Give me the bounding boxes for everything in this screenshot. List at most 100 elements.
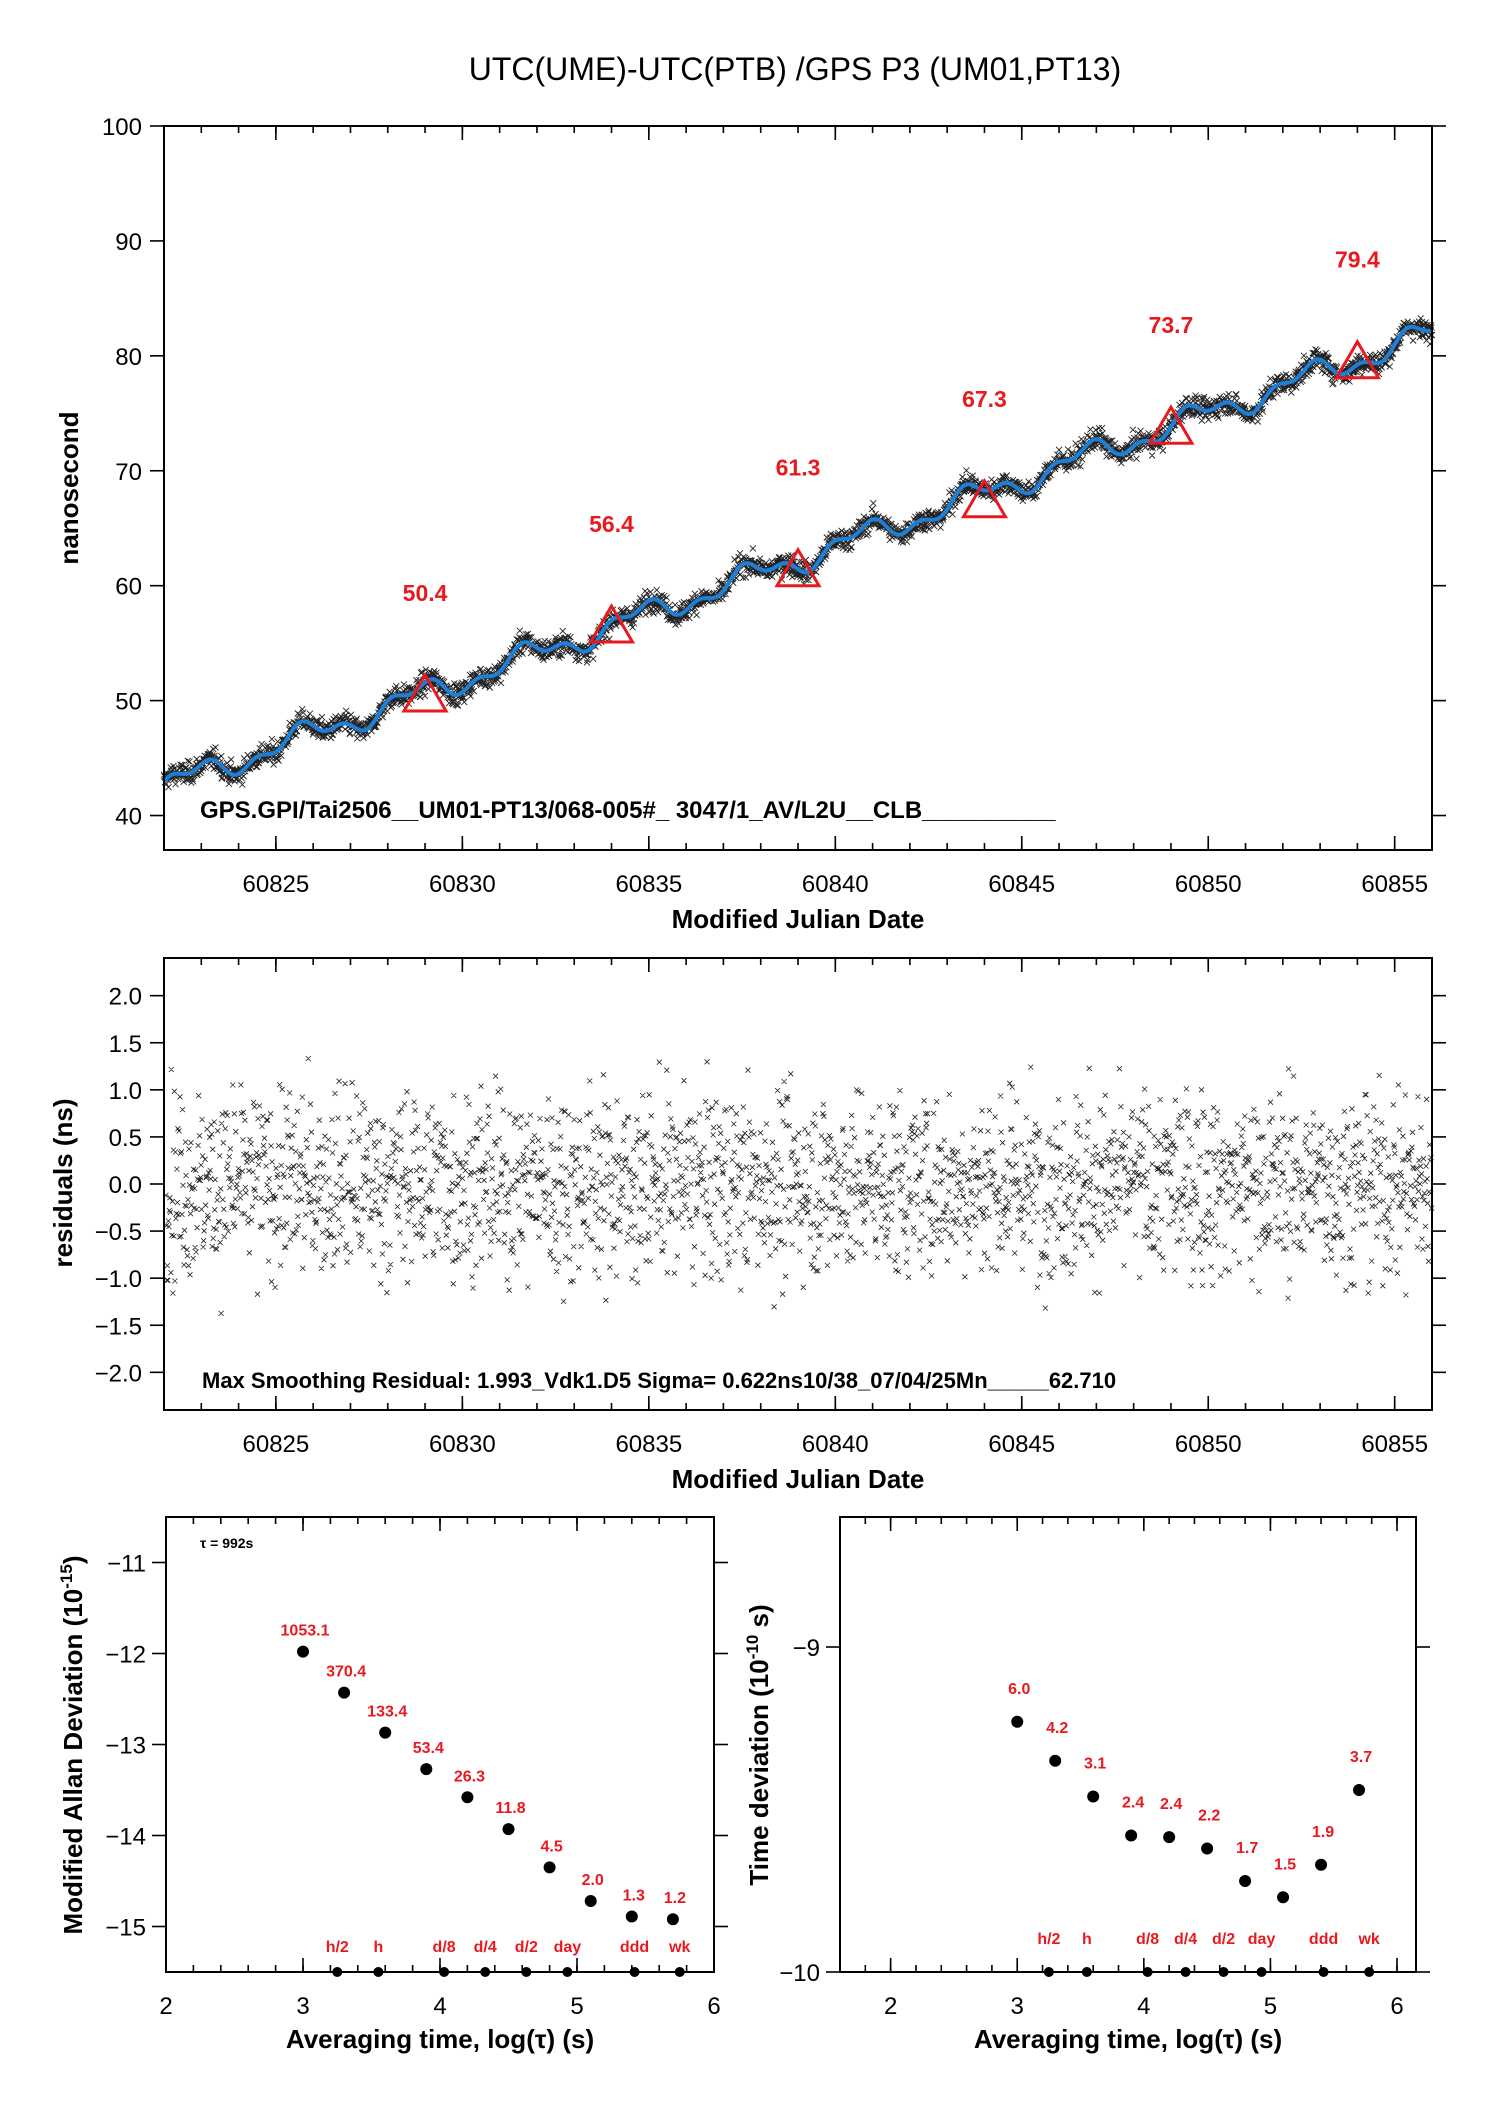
residuals-note: Max Smoothing Residual: 1.993_Vdk1.D5 Si… bbox=[202, 1368, 1116, 1393]
deviation-label: 6.0 bbox=[1008, 1681, 1030, 1698]
time-series-note: GPS.GPI/Tai2506__UM01-PT13/068-005#_ 304… bbox=[200, 797, 1056, 824]
interval-label: wk bbox=[668, 1939, 690, 1956]
y-tick-label: −14 bbox=[105, 1824, 146, 1851]
x-tick-label: 4 bbox=[1137, 1993, 1150, 2020]
deviation-label: 1.3 bbox=[623, 1887, 645, 1904]
deviation-label: 2.2 bbox=[1198, 1808, 1220, 1825]
interval-label: h bbox=[1082, 1931, 1092, 1948]
x-tick-label: 60850 bbox=[1175, 1431, 1242, 1458]
x-tick-label: 60835 bbox=[615, 1431, 682, 1458]
y-tick-label: −10 bbox=[779, 1960, 820, 1987]
x-tick-label: 60855 bbox=[1361, 871, 1428, 898]
x-tick-label: 6 bbox=[1390, 1993, 1403, 2020]
mdev-ylabel-exp: -15 bbox=[57, 1564, 76, 1589]
smoothed-line bbox=[162, 324, 1431, 784]
y-tick-label: 0.0 bbox=[109, 1172, 142, 1199]
deviation-label: 11.8 bbox=[495, 1800, 525, 1817]
interval-label: d/4 bbox=[474, 1939, 497, 1956]
interval-label: d/2 bbox=[515, 1939, 538, 1956]
deviation-point bbox=[379, 1726, 392, 1739]
triangle-marker bbox=[1147, 404, 1195, 445]
tdev-panel: 2 3 4 5 6 −9 −10 6.0 4.2 3.1 2.4 2.4 2.2 1.7 1.5 1.9 3.… bbox=[743, 1516, 1430, 2054]
time-series-xlabel: Modified Julian Date bbox=[672, 904, 925, 934]
deviation-point bbox=[584, 1895, 597, 1908]
deviation-label: 1.2 bbox=[664, 1890, 686, 1907]
x-tick-label: 60845 bbox=[988, 871, 1055, 898]
tdev-axes: 2 3 4 5 6 −9 −10 bbox=[779, 1517, 1430, 2020]
deviation-label: 4.2 bbox=[1046, 1720, 1068, 1737]
deviation-label: 1.7 bbox=[1236, 1840, 1258, 1857]
deviation-point bbox=[666, 1913, 679, 1926]
deviation-point bbox=[297, 1645, 309, 1658]
deviation-label: 1.5 bbox=[1274, 1856, 1296, 1873]
mdev-xlabel: Averaging time, log(τ) (s) bbox=[286, 2024, 594, 2054]
value-label: 56.4 bbox=[589, 511, 634, 537]
mdev-points: 1053.1 370.4 133.4 53.4 26.3 11.8 4.5 2.0 1.3 1.2… bbox=[281, 1623, 691, 1977]
y-tick-label: −11 bbox=[107, 1551, 146, 1578]
y-tick-label: 90 bbox=[115, 229, 142, 256]
interval-label: d/2 bbox=[1212, 1931, 1235, 1948]
triangle-marker bbox=[401, 672, 449, 713]
deviation-point bbox=[1239, 1875, 1252, 1887]
x-tick-label: 3 bbox=[296, 1993, 309, 2020]
deviation-point bbox=[1049, 1754, 1062, 1767]
x-tick-label: 5 bbox=[570, 1993, 583, 2020]
deviation-point bbox=[543, 1861, 556, 1874]
value-label: 50.4 bbox=[403, 580, 448, 606]
residuals-ylabel: residuals (ns) bbox=[48, 1098, 78, 1267]
mdev-axes: 2 3 4 5 6 −11 −12 −13 −14 −15 bbox=[105, 1517, 728, 2020]
deviation-label: 370.4 bbox=[326, 1664, 366, 1681]
time-series-frame bbox=[163, 125, 1433, 851]
mdev-ylabel-main: Modified Allan Deviation (10 bbox=[58, 1589, 88, 1935]
value-label: 79.4 bbox=[1335, 247, 1380, 273]
y-tick-label: −15 bbox=[105, 1915, 146, 1942]
triangle-marker bbox=[774, 546, 822, 588]
deviation-point bbox=[1315, 1858, 1328, 1871]
tdev-ylabel-tail: s) bbox=[744, 1604, 774, 1634]
mdev-frame bbox=[165, 1516, 715, 1973]
interval-label: d/8 bbox=[1136, 1931, 1159, 1948]
y-tick-label: 0.5 bbox=[109, 1125, 142, 1152]
x-tick-label: 60845 bbox=[988, 1431, 1055, 1458]
value-label: 73.7 bbox=[1149, 312, 1194, 338]
y-tick-label: 70 bbox=[115, 459, 142, 486]
x-tick-label: 3 bbox=[1011, 1993, 1024, 2020]
deviation-label: 4.5 bbox=[540, 1838, 562, 1855]
y-tick-label: 100 bbox=[102, 114, 142, 141]
interval-label: ddd bbox=[1309, 1931, 1338, 1948]
y-tick-label: −1.0 bbox=[95, 1266, 142, 1293]
x-tick-label: 60850 bbox=[1175, 871, 1242, 898]
deviation-point bbox=[420, 1763, 433, 1776]
interval-label: h/2 bbox=[1037, 1931, 1060, 1948]
deviation-label: 3.1 bbox=[1084, 1756, 1106, 1773]
y-tick-label: −1.5 bbox=[95, 1313, 142, 1340]
deviation-label: 1.9 bbox=[1312, 1824, 1334, 1841]
y-tick-label: 80 bbox=[115, 344, 142, 371]
y-tick-label: 2.0 bbox=[109, 984, 142, 1011]
interval-label: d/4 bbox=[1174, 1931, 1197, 1948]
deviation-point bbox=[1277, 1891, 1290, 1904]
interval-label: day bbox=[554, 1939, 582, 1956]
daily-markers: 50.4 56.4 61.3 67.3 73.7 79.4 bbox=[401, 247, 1382, 713]
deviation-point bbox=[338, 1686, 351, 1699]
deviation-label: 2.0 bbox=[582, 1872, 604, 1889]
x-tick-label: 6 bbox=[707, 1993, 720, 2020]
residual-points bbox=[163, 1055, 1435, 1317]
y-tick-label: 60 bbox=[115, 574, 142, 601]
y-tick-label: 40 bbox=[115, 804, 142, 831]
x-tick-label: 60825 bbox=[243, 1431, 310, 1458]
tdev-ylabel-exp: -10 bbox=[743, 1635, 762, 1660]
value-label: 67.3 bbox=[962, 386, 1007, 412]
tau-note: τ = 992s bbox=[200, 1535, 254, 1551]
deviation-label: 2.4 bbox=[1122, 1795, 1144, 1812]
deviation-label: 2.4 bbox=[1160, 1796, 1182, 1813]
mdev-ylabel-tail: ) bbox=[58, 1556, 88, 1565]
deviation-point bbox=[461, 1791, 474, 1804]
tdev-xlabel: Averaging time, log(τ) (s) bbox=[974, 2024, 1282, 2054]
tdev-frame bbox=[839, 1516, 1417, 1973]
x-tick-label: 4 bbox=[433, 1993, 446, 2020]
residual-markers bbox=[163, 1055, 1435, 1317]
interval-label: ddd bbox=[620, 1939, 649, 1956]
deviation-label: 133.4 bbox=[367, 1704, 407, 1721]
